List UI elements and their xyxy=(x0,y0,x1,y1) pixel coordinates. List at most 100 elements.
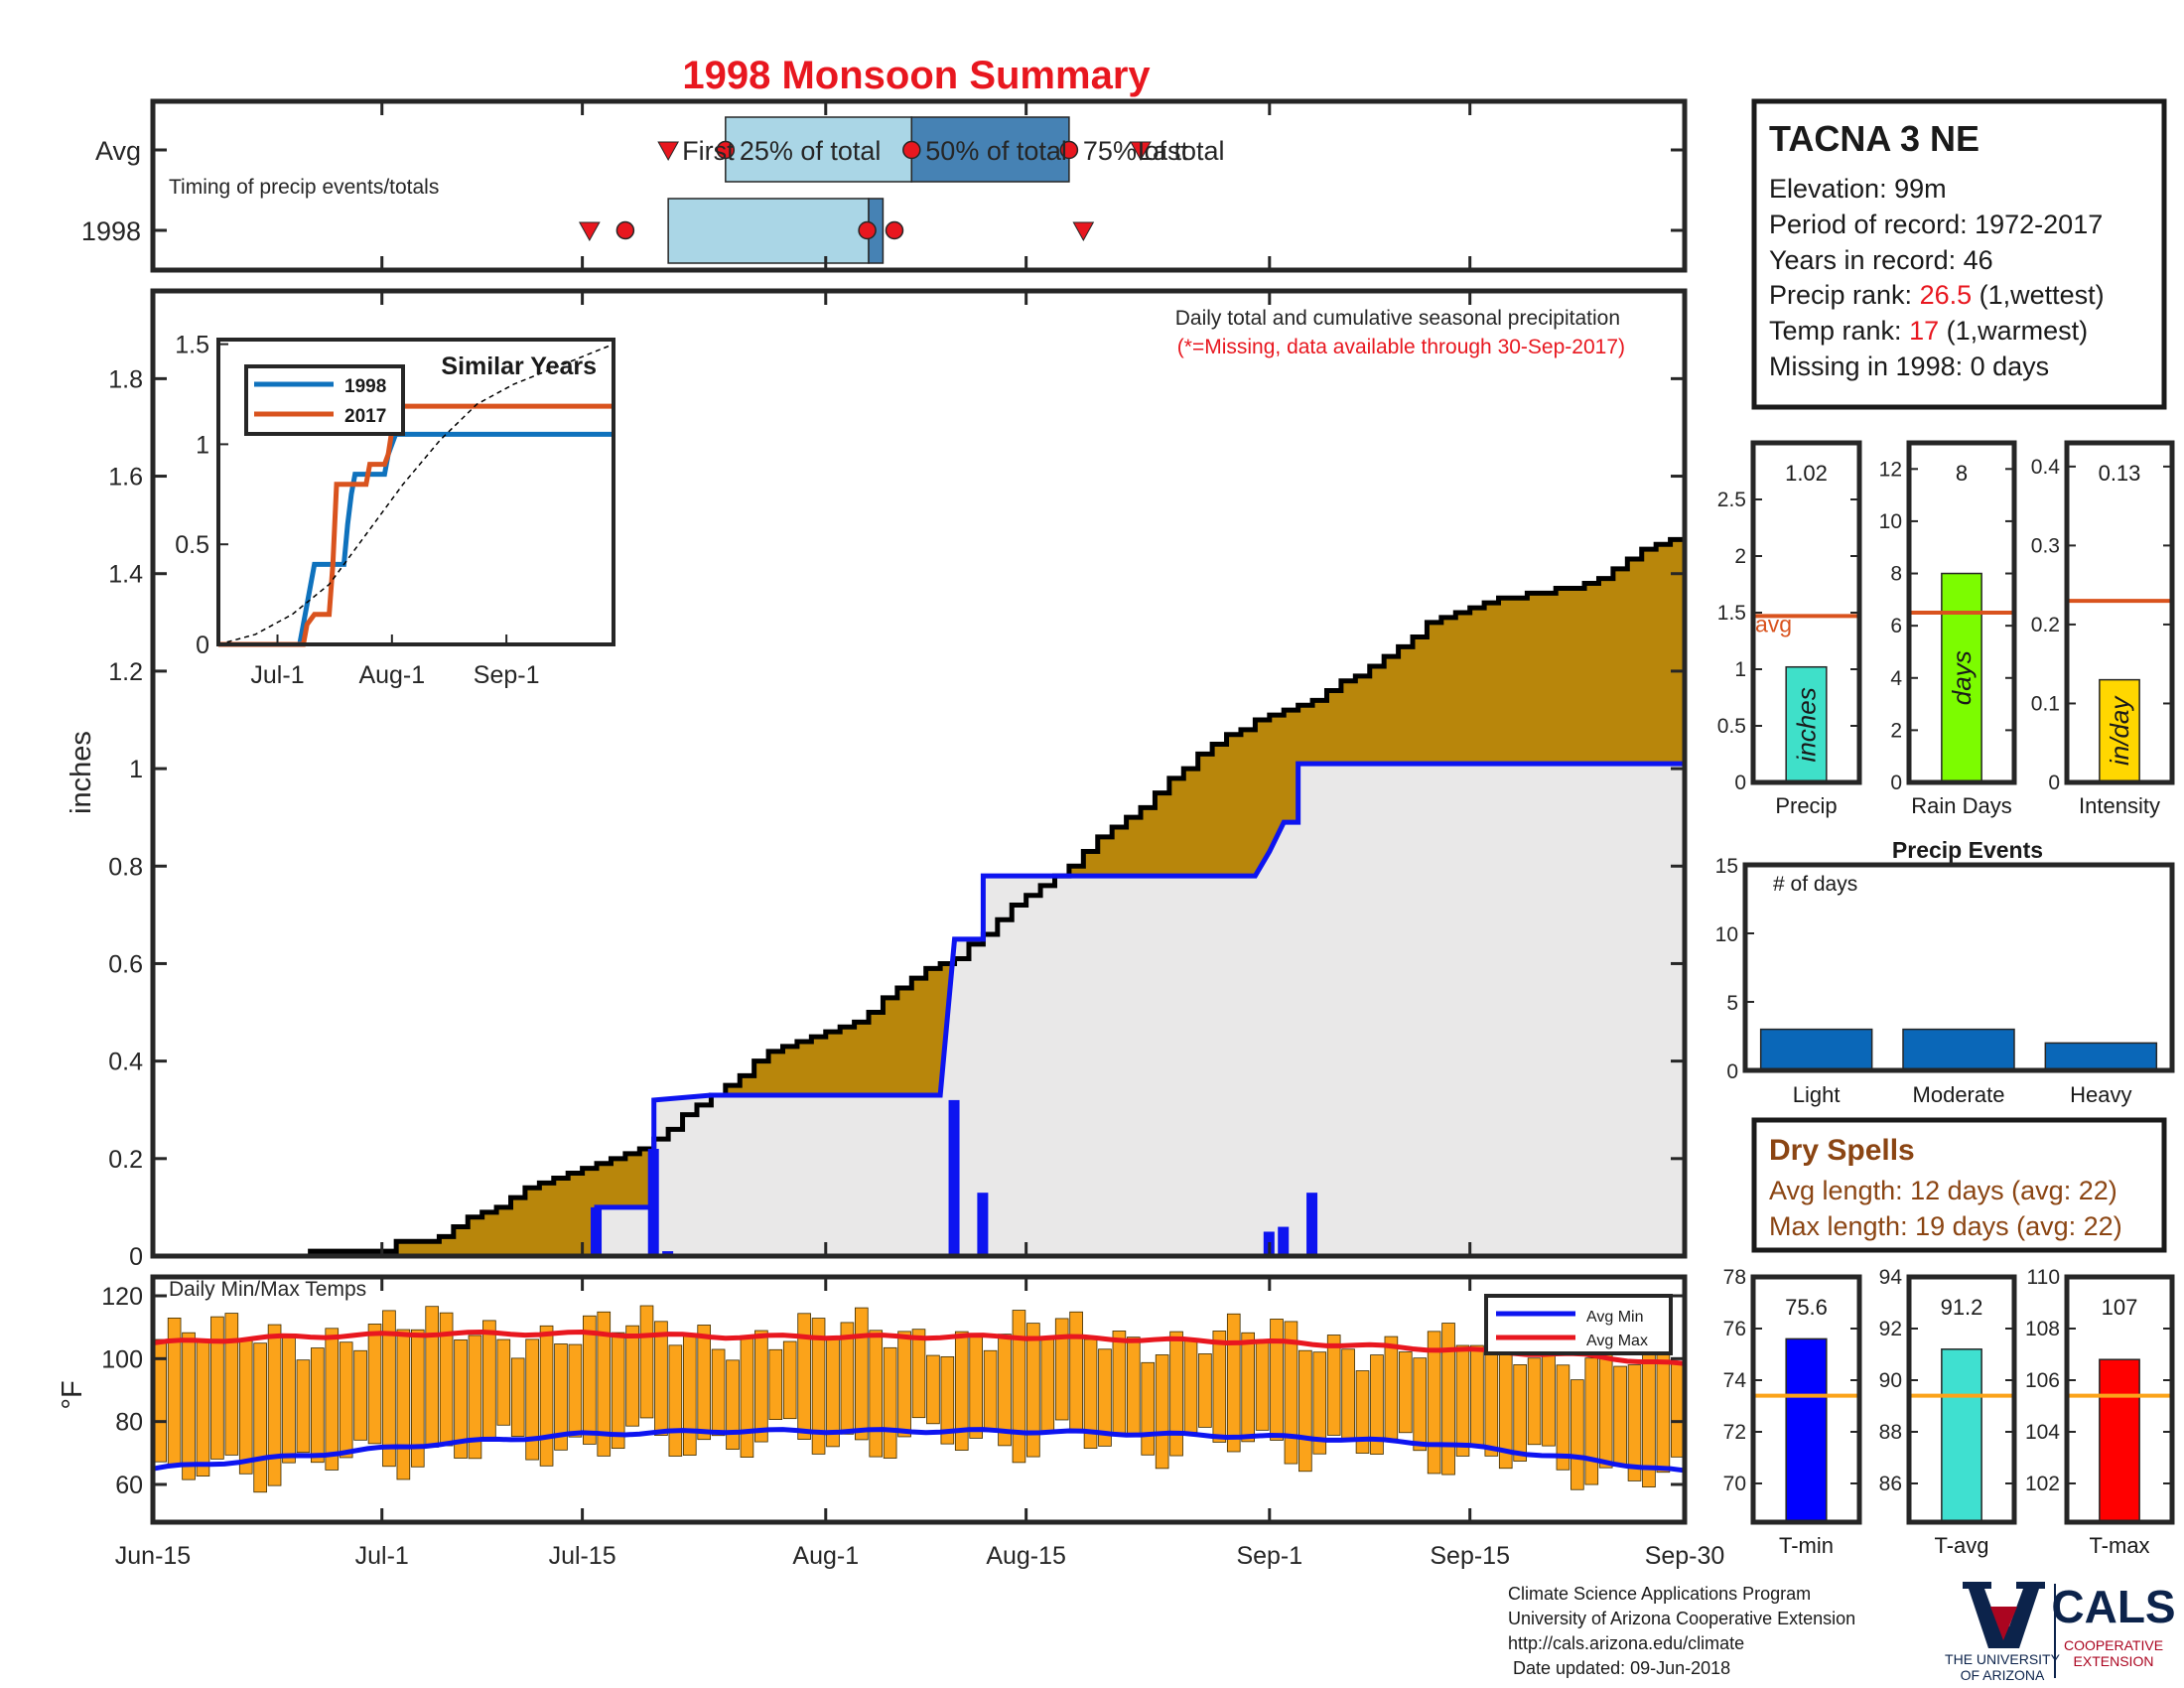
temps-ylabel: °F xyxy=(57,1380,88,1409)
daily-temp-bar xyxy=(224,1313,239,1456)
main-ylabel: inches xyxy=(66,731,97,814)
main-ytick-label: 0.6 xyxy=(108,950,143,978)
temp-ytick-label: 120 xyxy=(101,1283,143,1311)
daily-temp-bar xyxy=(182,1332,196,1480)
timing-label-first: First xyxy=(682,136,735,166)
daily-temp-bar xyxy=(1584,1357,1599,1485)
daily-temp-bar xyxy=(1026,1323,1040,1458)
dry-spells-title: Dry Spells xyxy=(1769,1134,1915,1167)
daily-temp-bar xyxy=(311,1347,325,1464)
cals-logo-line-2: EXTENSION xyxy=(2074,1653,2154,1669)
timing-row-label-avg: Avg xyxy=(95,136,141,166)
page-title: 1998 Monsoon Summary xyxy=(682,54,1151,97)
daily-temp-bar xyxy=(1169,1331,1183,1457)
panel-ytick-label: 6 xyxy=(1890,615,1902,637)
daily-temp-bar xyxy=(367,1324,382,1445)
daily-temp-bar xyxy=(1183,1340,1198,1433)
xtick-label: Sep-15 xyxy=(1430,1542,1510,1570)
daily-temp-bar xyxy=(325,1328,340,1471)
daily-temp-bar xyxy=(682,1334,697,1456)
timing-label-75: 75% of total xyxy=(1083,136,1225,166)
events-bar xyxy=(1759,1028,1873,1071)
daily-temp-bar xyxy=(811,1318,826,1455)
daily-temps-chart: 60 80 100 120 Daily Min/Max Temps °F Avg Mi… xyxy=(57,1274,1688,1525)
daily-temp-bar xyxy=(911,1329,926,1419)
daily-temp-bar xyxy=(1355,1370,1370,1454)
timing-year-25-marker xyxy=(615,220,635,240)
station-years: Years in record: 46 xyxy=(1769,245,1993,275)
average-area xyxy=(153,764,1685,1256)
station-temp-rank: Temp rank: 17 (1,warmest) xyxy=(1769,316,2088,346)
main-ytick-label: 1.4 xyxy=(108,561,143,589)
events-ytick-label: 15 xyxy=(1715,855,1738,878)
panel-title: T-max xyxy=(2089,1533,2149,1558)
inset-ytick-label: 1.5 xyxy=(175,332,209,359)
daily-temp-bar xyxy=(1141,1361,1156,1456)
main-annotation: Daily total and cumulative seasonal prec… xyxy=(1175,307,1620,330)
main-ytick-label: 0 xyxy=(129,1243,143,1271)
panel-ytick-label: 102 xyxy=(2025,1473,2060,1495)
daily-temp-bar xyxy=(1613,1365,1627,1467)
daily-temp-bar xyxy=(1670,1362,1685,1458)
daily-temp-bar xyxy=(1470,1344,1484,1447)
timing-avg-box-50-75 xyxy=(910,116,1070,183)
daily-temp-bar xyxy=(1040,1336,1055,1434)
panel-ytick-label: 88 xyxy=(1879,1421,1902,1444)
cals-logo-line-1: COOPERATIVE xyxy=(2064,1637,2163,1653)
timing-label-last: Last xyxy=(1138,136,1189,166)
station-missing: Missing in 1998: 0 days xyxy=(1769,352,2049,381)
daily-temp-bar xyxy=(1198,1353,1212,1428)
panel-ytick-label: 106 xyxy=(2025,1369,2060,1392)
cumulative-line-current xyxy=(153,536,1685,1259)
daily-temp-bar xyxy=(1527,1357,1542,1446)
daily-temp-bar xyxy=(797,1313,811,1440)
panel-ytick-label: 8 xyxy=(1890,563,1902,586)
panel-ytick-label: 86 xyxy=(1879,1473,1902,1495)
daily-precip-bar xyxy=(977,1193,989,1256)
timing-year-last-marker xyxy=(1072,221,1095,242)
panel-value-label: 107 xyxy=(2102,1295,2138,1320)
panel-ytick-label: 1.5 xyxy=(1717,602,1746,625)
footer: Climate Science Applications Program Uni… xyxy=(1508,1584,1855,1678)
dry-spells-max: Max length: 19 days (avg: 22) xyxy=(1769,1211,2122,1241)
footer-line-4: Date updated: 09-Jun-2018 xyxy=(1513,1658,1730,1678)
panel-title: Rain Days xyxy=(1911,793,2011,818)
events-category-label: Light xyxy=(1793,1082,1841,1107)
inset-xtick-label: Sep-1 xyxy=(474,661,540,689)
timing-panel: Avg 1998 Timing of precip events/totals … xyxy=(81,98,1688,273)
timing-title: Timing of precip events/totals xyxy=(169,176,439,199)
avg-max-temp-line xyxy=(152,1329,1686,1366)
ua-a-icon xyxy=(1963,1582,2045,1648)
daily-temp-bar xyxy=(940,1355,955,1445)
events-ytick-label: 5 xyxy=(1726,992,1738,1015)
daily-temp-bar xyxy=(238,1339,253,1475)
daily-temp-bar xyxy=(768,1348,783,1420)
daily-temp-bar xyxy=(1427,1331,1441,1475)
cumulative-line-average xyxy=(153,761,1685,1259)
daily-temp-bar xyxy=(954,1331,969,1451)
panel-t-avg: 86 88 90 92 94 91.2 T-avg xyxy=(1879,1266,2017,1558)
daily-temp-bar xyxy=(510,1357,525,1437)
timing-year-box-25-50 xyxy=(667,198,870,264)
panel-precip: avg 0 0.5 1 1.5 2 2.5 1.02 inches Precip xyxy=(1717,440,1862,818)
panel-frame xyxy=(1750,1274,1862,1525)
daily-temp-bar xyxy=(482,1320,496,1441)
daily-temp-bar xyxy=(782,1340,797,1420)
panel-value-label: 75.6 xyxy=(1785,1295,1828,1320)
timing-row-label-year: 1998 xyxy=(81,216,141,246)
main-ytick-label: 0.2 xyxy=(108,1146,143,1174)
cals-logo-text: CALS xyxy=(2051,1581,2175,1632)
events-ytick-label: 0 xyxy=(1726,1060,1738,1083)
panel-unit-label: days xyxy=(1947,650,1977,705)
daily-temp-bar xyxy=(1212,1331,1227,1443)
temps-axes-frame xyxy=(150,1274,1688,1525)
ua-logo-line-1: THE UNIVERSITY xyxy=(1945,1651,2061,1667)
daily-temp-bar xyxy=(267,1324,282,1486)
daily-temp-bar xyxy=(1370,1354,1384,1455)
daily-temp-bar xyxy=(468,1335,482,1460)
events-category-label: Heavy xyxy=(2070,1082,2131,1107)
timing-year-75-marker xyxy=(885,220,904,240)
timing-label-25: 25% of total xyxy=(740,136,882,166)
daily-precip-bar xyxy=(948,1099,960,1256)
daily-temp-bar xyxy=(1570,1379,1584,1490)
